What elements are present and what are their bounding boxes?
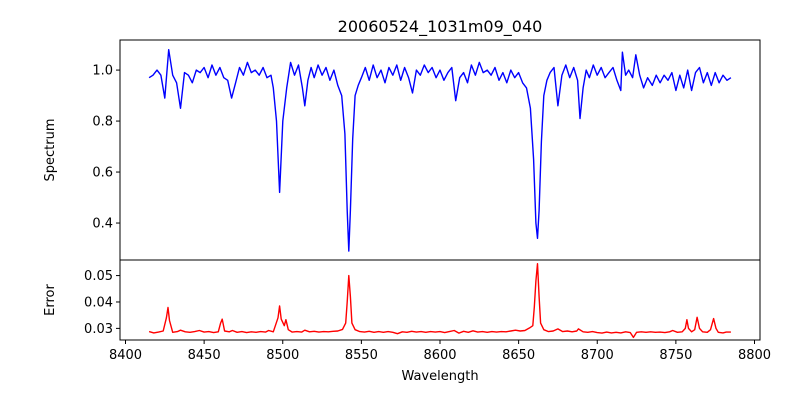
y-tick-label: 0.05 — [84, 269, 113, 284]
x-tick-label: 8750 — [659, 348, 692, 363]
x-tick-label: 8800 — [738, 348, 771, 363]
y-tick-label: 0.6 — [92, 166, 113, 181]
y-tick-label: 0.03 — [84, 322, 113, 337]
x-tick-label: 8450 — [188, 348, 221, 363]
y-tick-label: 1.0 — [92, 64, 113, 79]
spectrum-line — [148, 49, 732, 252]
error-axes: 0.03 0.04 0.05 8400 8450 8500 8550 8600 8650 8700… — [84, 259, 771, 363]
x-tick-label: 8600 — [423, 348, 456, 363]
y-tick-label: 0.04 — [84, 295, 113, 310]
x-tick-label: 8550 — [345, 348, 378, 363]
spectrum-ylabel: Spectrum — [43, 119, 58, 182]
x-tick-label: 8700 — [581, 348, 614, 363]
x-axis-label: Wavelength — [401, 369, 478, 384]
y-tick-label: 0.8 — [92, 115, 113, 130]
x-tick-label: 8400 — [109, 348, 142, 363]
x-tick-label: 8500 — [266, 348, 299, 363]
y-tick-label: 0.4 — [92, 217, 113, 232]
error-ylabel: Error — [43, 284, 58, 316]
error-line — [148, 263, 731, 339]
chart-title: 20060524_1031m09_040 — [338, 17, 543, 37]
x-tick-label: 8650 — [502, 348, 535, 363]
